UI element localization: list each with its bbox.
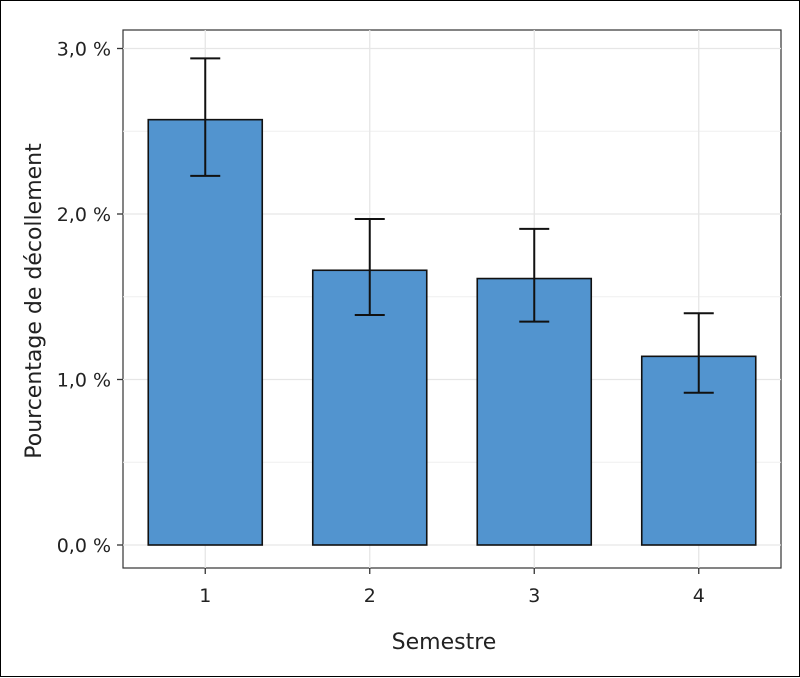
y-tick-label: 3,0 %	[57, 39, 111, 61]
bar-semestre-2	[311, 269, 428, 546]
x-axis: 1 2 3 4	[199, 568, 705, 607]
x-tick-label: 4	[693, 585, 705, 607]
error-bar-semestre-1	[190, 57, 221, 177]
bar-semestre-3	[476, 277, 593, 546]
y-axis-title: Pourcentage de décollement	[22, 143, 47, 459]
error-bars-group	[190, 57, 714, 394]
x-axis-title: Semestre	[392, 630, 497, 655]
x-tick-label: 1	[199, 585, 211, 607]
y-axis: 0,0 % 1,0 % 2,0 % 3,0 %	[57, 39, 123, 557]
error-bar-semestre-3	[519, 227, 550, 323]
x-tick-label: 3	[528, 585, 540, 607]
error-bar-semestre-2	[354, 217, 385, 316]
bars-group	[147, 118, 757, 546]
x-tick-label: 2	[364, 585, 376, 607]
y-tick-label: 2,0 %	[57, 204, 111, 226]
error-bar-semestre-4	[683, 312, 714, 394]
y-tick-label: 0,0 %	[57, 535, 111, 557]
bar-semestre-1	[147, 118, 264, 546]
y-tick-label: 1,0 %	[57, 370, 111, 392]
